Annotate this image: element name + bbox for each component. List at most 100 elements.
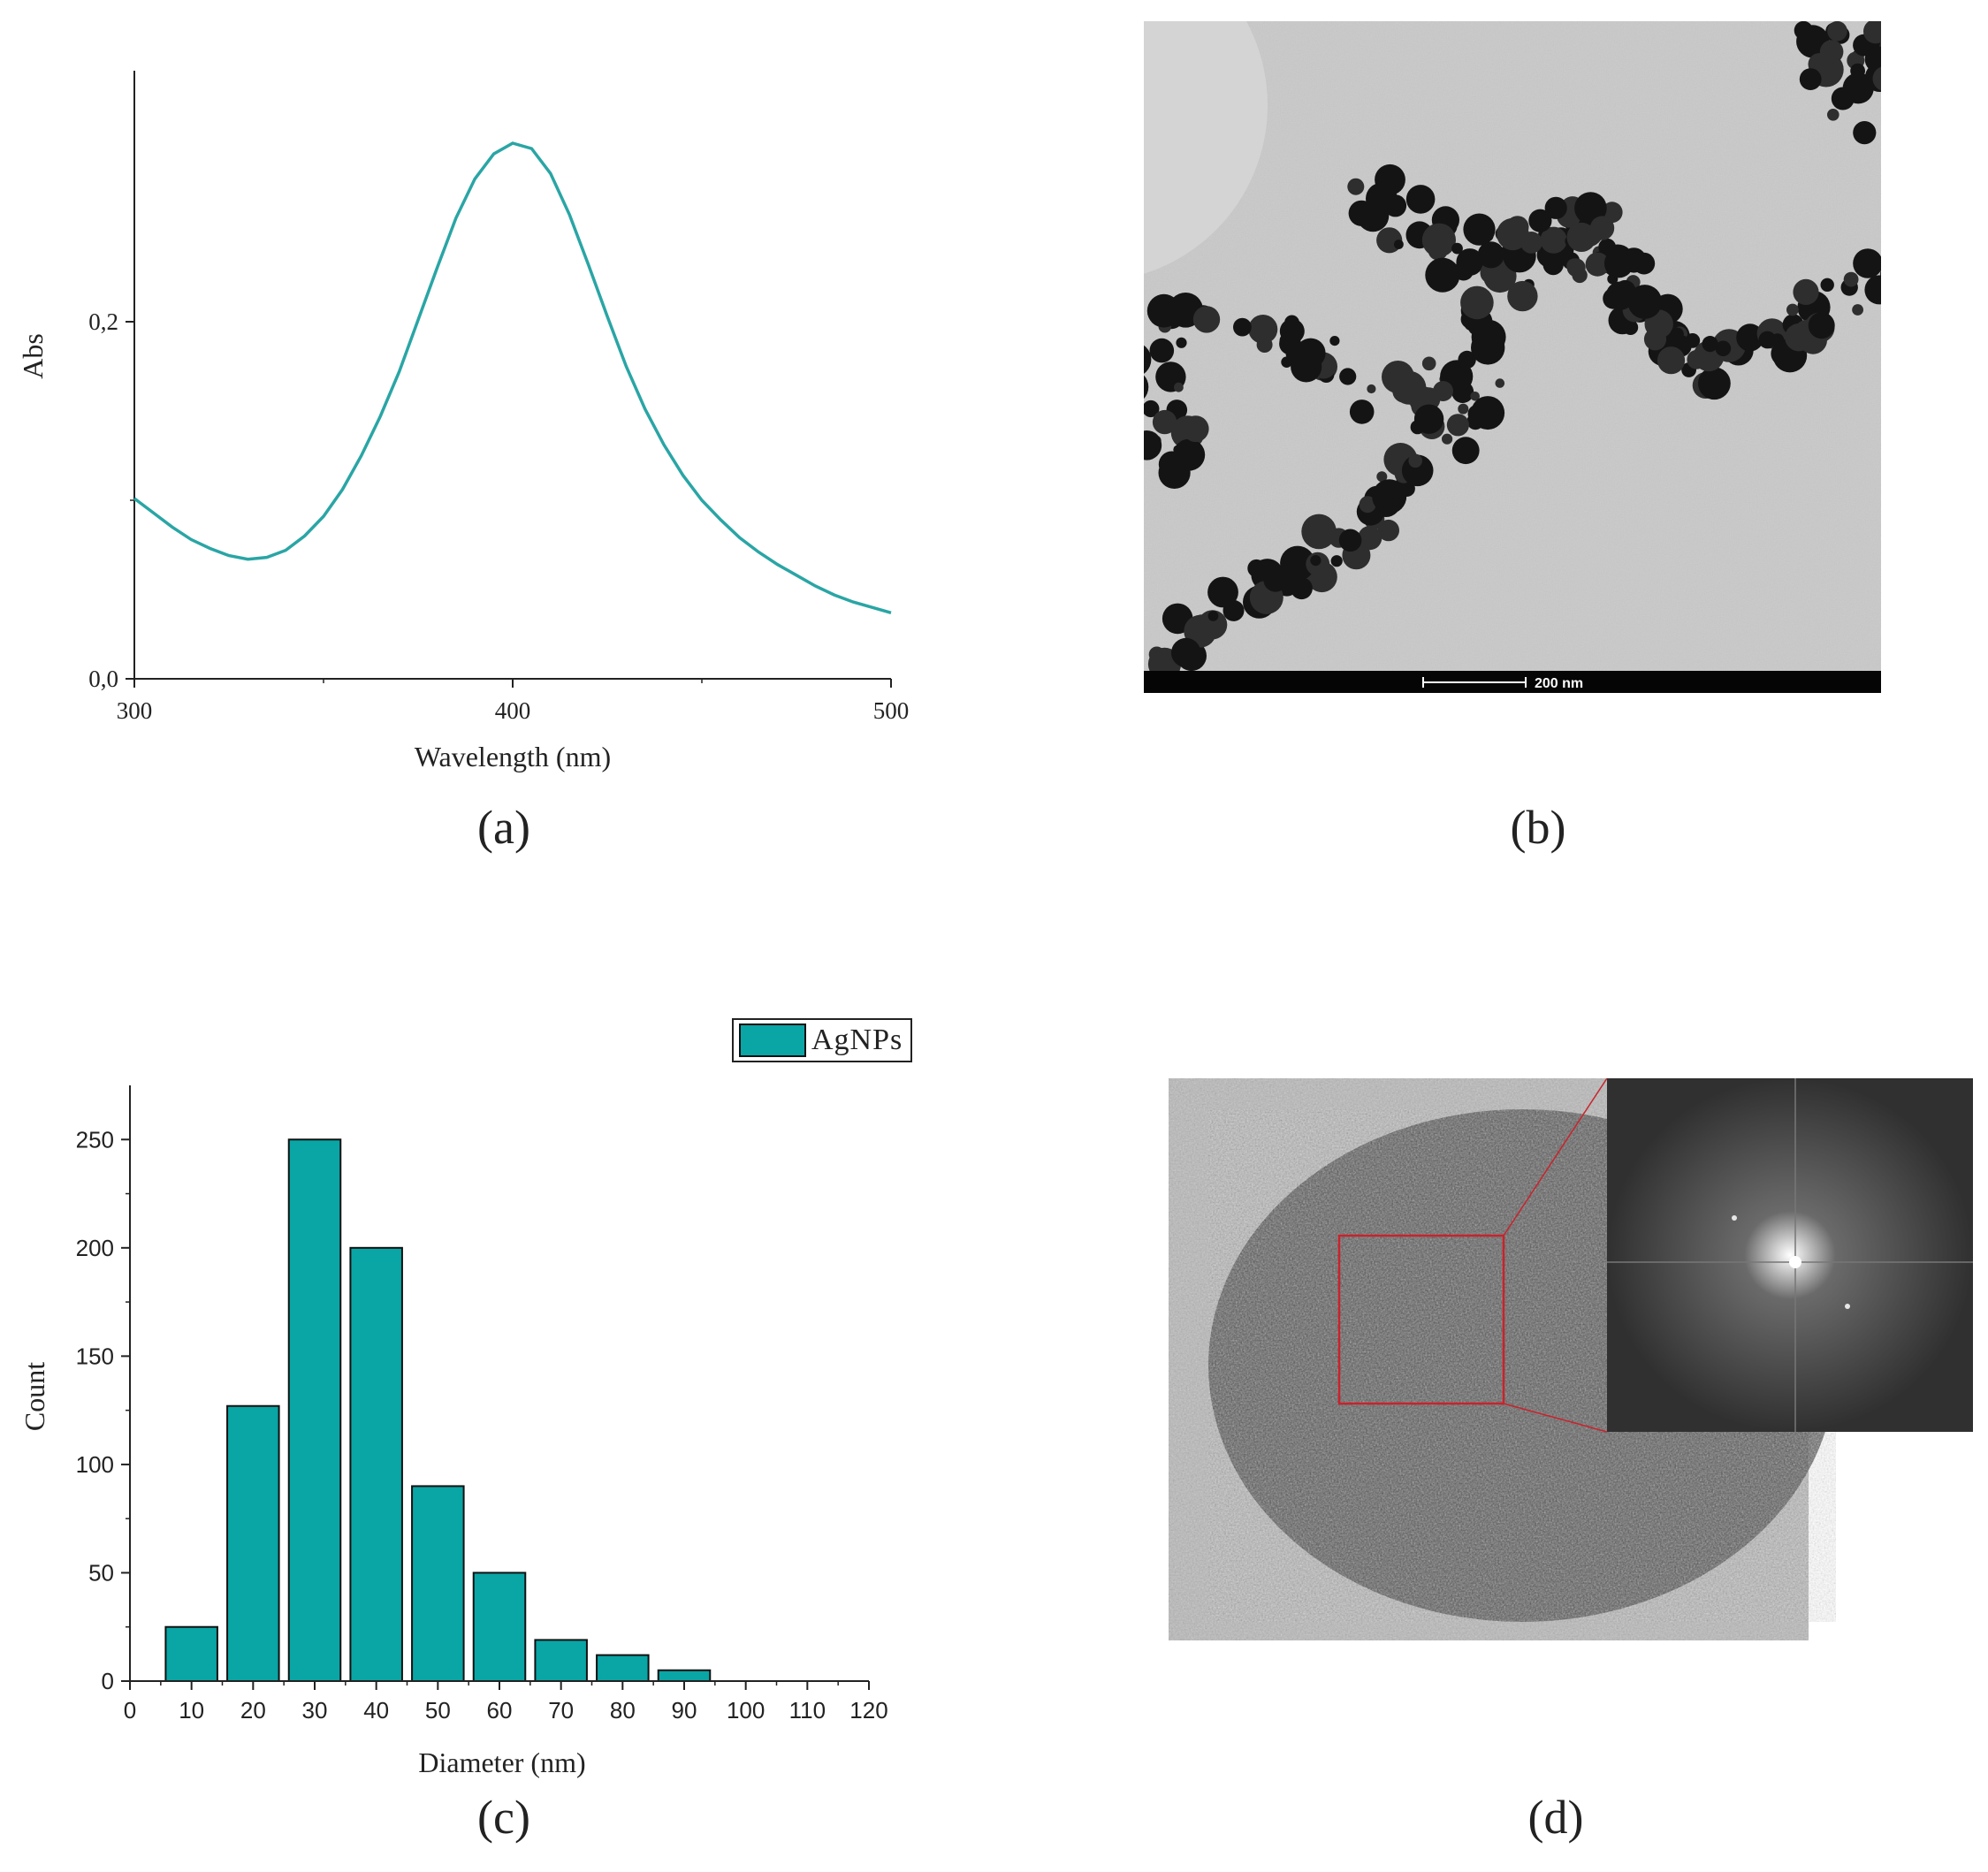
nanoparticle (1627, 285, 1663, 319)
nanoparticle (1348, 200, 1375, 226)
nanoparticle (1736, 323, 1764, 352)
panel-d-caption: (d) (1527, 1791, 1584, 1844)
y-tick-label: 150 (76, 1343, 114, 1369)
nanoparticle (1171, 637, 1201, 668)
nanoparticle (1144, 400, 1160, 418)
nanoparticle (1152, 409, 1177, 435)
absorbance-spectrum-chart: 300 400 500 0,0 0,2 Wavelength (nm) Abs (17, 71, 909, 772)
nanoparticle (1376, 471, 1388, 483)
nanoparticle (1310, 555, 1322, 567)
y-tick-label: 50 (88, 1559, 114, 1586)
nanoparticle (1458, 350, 1476, 369)
nanoparticle (1247, 559, 1266, 578)
absorbance-ticks: 300 400 500 0,0 0,2 (88, 308, 909, 724)
nanoparticle (1425, 257, 1460, 293)
nanoparticle (1507, 280, 1538, 312)
nanoparticle (1799, 68, 1822, 90)
nanoparticle (1643, 328, 1667, 351)
nanoparticle (1495, 378, 1505, 388)
x-tick-label: 300 (117, 697, 153, 724)
nanoparticle (1853, 248, 1881, 278)
nanoparticle (1394, 240, 1404, 249)
nanoparticle (1284, 315, 1299, 331)
nanoparticle (1377, 519, 1399, 542)
x-tick-label: 500 (873, 697, 910, 724)
nanoparticle (1842, 72, 1874, 104)
x-tick-label: 120 (849, 1697, 887, 1724)
histogram-bar (657, 1669, 712, 1683)
histogram-bar (349, 1246, 403, 1682)
nanoparticle (1864, 46, 1881, 72)
nanoparticle (1174, 382, 1184, 392)
nanoparticle (1158, 451, 1185, 478)
nanoparticle (1614, 279, 1636, 301)
nanoparticle (1758, 331, 1777, 349)
nanoparticle (1192, 306, 1221, 333)
nanoparticle (1347, 178, 1365, 195)
histogram-legend: AgNPs (732, 1018, 912, 1062)
x-tick-label: 80 (610, 1697, 636, 1724)
nanoparticle (1148, 646, 1165, 663)
nanoparticle (1471, 319, 1506, 354)
nanoparticle (1589, 216, 1615, 240)
nanoparticle (1146, 293, 1181, 328)
panel-b-caption: (b) (1510, 801, 1566, 854)
nanoparticle (1144, 375, 1149, 400)
nanoparticle (1198, 610, 1228, 640)
nanoparticle (1207, 611, 1219, 621)
nanoparticle (1256, 337, 1273, 353)
histogram-x-axis-label: Diameter (nm) (418, 1746, 585, 1778)
histogram-bar (164, 1625, 218, 1683)
nanoparticle (1458, 403, 1469, 415)
nanoparticle (1183, 458, 1193, 468)
y-tick-label: 0,0 (88, 666, 118, 692)
absorbance-x-axis-label: Wavelength (nm) (415, 741, 611, 772)
nanoparticle (1280, 545, 1315, 582)
nanoparticle (1603, 248, 1634, 278)
nanoparticle (1372, 479, 1407, 514)
x-tick-label: 100 (727, 1697, 765, 1724)
nanoparticle (1793, 278, 1819, 305)
histogram-bars (164, 1138, 712, 1683)
nanoparticle (1460, 285, 1494, 320)
nanoparticle (1281, 356, 1292, 369)
nanoparticle (1173, 445, 1183, 454)
nanoparticle (1702, 336, 1718, 353)
nanoparticle (1446, 414, 1469, 437)
nanoparticle (1843, 271, 1859, 287)
x-tick-label: 30 (302, 1697, 328, 1724)
histogram-bar (472, 1571, 527, 1682)
y-tick-label: 250 (76, 1126, 114, 1153)
x-tick-label: 90 (672, 1697, 697, 1724)
nanoparticle (1391, 496, 1400, 506)
histogram-bar (534, 1639, 588, 1683)
nanoparticle (1585, 252, 1610, 277)
nanoparticle (1715, 340, 1732, 357)
scale-bar-label: 200 nm (1535, 676, 1583, 691)
nanoparticle (1433, 381, 1453, 401)
nanoparticle (1819, 40, 1844, 64)
nanoparticle (1623, 319, 1639, 335)
nanoparticle (1248, 315, 1278, 344)
x-tick-label: 70 (548, 1697, 574, 1724)
y-tick-label: 200 (76, 1235, 114, 1261)
nanoparticle (1330, 555, 1343, 567)
nanoparticle (1820, 278, 1834, 292)
nanoparticle (1863, 21, 1881, 44)
nanoparticle (1421, 223, 1456, 257)
nanoparticle (1339, 368, 1357, 385)
nanoparticle (1144, 430, 1162, 460)
nanoparticle (1301, 514, 1337, 550)
absorbance-axes (133, 71, 891, 680)
nanoparticle (1182, 415, 1209, 443)
nanoparticle (1470, 392, 1480, 401)
histogram-bar (226, 1404, 280, 1682)
nanoparticle (1698, 367, 1731, 400)
x-tick-label: 40 (363, 1697, 389, 1724)
nanoparticle (1852, 304, 1863, 316)
nanoparticle (1566, 222, 1596, 252)
nanoparticle (1263, 567, 1288, 592)
hrtem-micrograph (1169, 1078, 1973, 1640)
nanoparticle (1853, 121, 1877, 145)
nanoparticle (1338, 529, 1362, 552)
